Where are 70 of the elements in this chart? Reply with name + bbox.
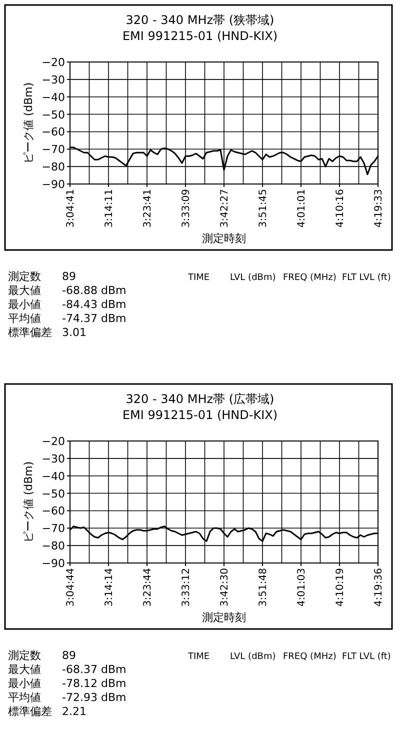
text: -68.88 dBm (62, 284, 126, 297)
text: LVL (dBm) (230, 273, 276, 283)
text: -74.37 dBm (62, 312, 126, 325)
x-tick-label: 3:23:44 (142, 568, 154, 607)
y-axis-title: ピーク値 (dBm) (22, 82, 35, 164)
x-tick-label: 3:14:14 (104, 568, 115, 607)
x-tick-label: 3:42:27 (220, 189, 230, 228)
text: 最小値 (8, 677, 41, 690)
y-tick-label: −20 (42, 56, 65, 69)
x-tick-label: 4:19:36 (374, 568, 384, 607)
y-tick-label: −90 (42, 178, 65, 191)
text: 最大値 (8, 284, 41, 297)
x-tick-label: 3:51:48 (258, 568, 269, 607)
y-tick-label: −80 (42, 540, 65, 553)
chart-title: 320 - 340 MHz帯 (狭帯域) (126, 13, 274, 27)
x-axis-title: 測定時刻 (202, 232, 246, 245)
x-tick-label: 4:10:16 (335, 189, 346, 228)
x-tick-label: 3:33:09 (181, 189, 192, 228)
chart-title: 320 - 340 MHz帯 (広帯域) (126, 392, 274, 406)
text: -72.93 dBm (62, 691, 126, 704)
x-tick-label: 3:42:30 (220, 568, 230, 607)
text: 89 (62, 649, 76, 662)
chart-subtitle: EMI 991215-01 (HND-KIX) (122, 29, 278, 43)
text: 最小値 (8, 298, 41, 311)
text: -68.37 dBm (62, 663, 126, 676)
text: 標準偏差 (8, 705, 52, 718)
text: 測定数 (8, 649, 41, 662)
text: 測定数 (8, 270, 41, 283)
x-tick-label: 3:23:41 (142, 189, 154, 228)
text: 最大値 (8, 663, 41, 676)
y-axis-title: ピーク値 (dBm) (22, 461, 35, 543)
y-tick-label: −30 (42, 452, 65, 466)
x-tick-label: 4:01:03 (296, 568, 308, 607)
y-tick-label: −50 (42, 108, 65, 122)
text: TIME (187, 652, 210, 662)
chart-subtitle: EMI 991215-01 (HND-KIX) (122, 408, 278, 422)
x-tick-label: 3:33:12 (181, 568, 192, 607)
x-tick-label: 4:10:19 (335, 568, 346, 607)
x-tick-label: 3:51:45 (258, 189, 269, 228)
y-tick-label: −40 (42, 470, 65, 483)
x-tick-label: 3:04:44 (66, 568, 76, 607)
y-tick-label: −20 (42, 435, 65, 448)
y-tick-label: −30 (42, 73, 65, 86)
text: 3.01 (62, 326, 86, 339)
y-tick-label: −40 (42, 90, 65, 104)
y-tick-label: −70 (42, 522, 65, 536)
x-tick-label: 4:01:01 (296, 189, 308, 228)
text: FLT LVL (ft) (342, 652, 391, 662)
text: TIME (187, 273, 210, 283)
y-tick-label: −50 (42, 487, 65, 500)
text: 標準偏差 (8, 326, 52, 339)
text: FREQ (MHz) (283, 273, 336, 283)
y-tick-label: −80 (42, 160, 65, 174)
text: LVL (dBm) (230, 652, 276, 662)
x-axis-title: 測定時刻 (202, 611, 246, 624)
y-tick-label: −90 (42, 557, 65, 570)
y-tick-label: −60 (42, 126, 65, 139)
x-tick-label: 3:04:41 (66, 189, 76, 228)
text: 平均値 (8, 312, 41, 325)
text: 平均値 (8, 691, 41, 704)
x-tick-label: 3:14:11 (104, 189, 115, 228)
text: -84.43 dBm (62, 298, 126, 311)
text: 2.21 (62, 705, 86, 718)
y-tick-label: −70 (42, 143, 65, 156)
text: FLT LVL (ft) (342, 273, 391, 283)
x-tick-label: 4:19:33 (374, 189, 384, 228)
text: FREQ (MHz) (283, 652, 336, 662)
text: -78.12 dBm (62, 677, 126, 690)
y-tick-label: −60 (42, 504, 65, 518)
text: 89 (62, 270, 76, 283)
